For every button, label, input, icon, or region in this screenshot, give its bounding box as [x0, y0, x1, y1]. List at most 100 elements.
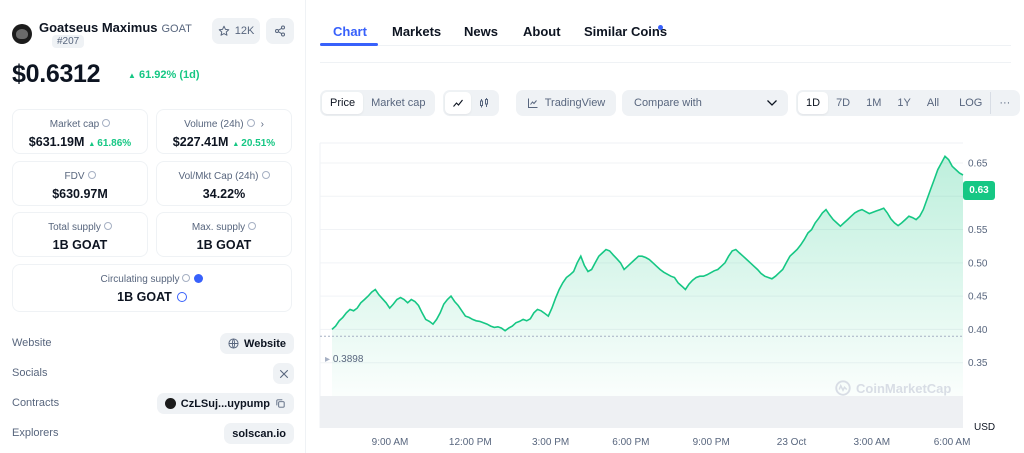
compare-with-label: Compare with: [634, 97, 702, 109]
vol-mkt-cap-card: Vol/Mkt Cap (24h) 34.22%: [156, 161, 292, 206]
explorers-label: Explorers: [12, 427, 59, 439]
vol-mkt-cap-label: Vol/Mkt Cap (24h): [178, 171, 259, 182]
price-change: ▲ 61.92% (1d): [128, 69, 200, 81]
tab-similar-coins[interactable]: Similar Coins: [584, 24, 668, 39]
market-cap-option[interactable]: Market cap: [371, 97, 426, 109]
watchlist-count: 12K: [234, 25, 255, 37]
volume-label-row: Volume (24h) ›: [157, 119, 291, 130]
x-tick-label: 3:00 AM: [853, 437, 890, 448]
max-supply-label: Max. supply: [191, 222, 246, 233]
watchlist-button[interactable]: 12K: [212, 18, 260, 44]
new-dot-badge: [658, 25, 663, 30]
contract-address: CzLSuj...uypump: [180, 397, 270, 410]
chart-bottom-band: [320, 396, 963, 428]
info-icon[interactable]: [103, 222, 112, 231]
contracts-label: Contracts: [12, 397, 60, 409]
market-cap-change-value: 61.86%: [97, 138, 132, 149]
y-tick-label: 0.65: [968, 158, 988, 169]
market-cap-value-row: $631.19M ▲ 61.86%: [13, 135, 147, 149]
volume-card[interactable]: Volume (24h) › $227.41M ▲ 20.51%: [156, 109, 292, 154]
volume-label: Volume (24h): [184, 119, 244, 130]
rank-badge: #207: [52, 35, 85, 48]
tab-markets[interactable]: Markets: [392, 24, 442, 39]
range-1d[interactable]: 1D: [798, 92, 829, 114]
caret-up-icon: ▲: [128, 71, 136, 80]
circulating-supply-label-row: Circulating supply: [13, 273, 291, 285]
arrow-down-marker: ▸: [325, 354, 333, 365]
fdv-label: FDV: [64, 171, 85, 182]
socials-row: Socials: [12, 363, 294, 385]
info-icon[interactable]: [87, 171, 96, 180]
info-icon[interactable]: [182, 274, 191, 283]
tab-news[interactable]: News: [464, 24, 498, 39]
price-value: $0.6312: [12, 60, 101, 88]
website-link[interactable]: Website: [220, 333, 294, 354]
explorer-link[interactable]: solscan.io: [224, 423, 294, 444]
star-icon: [218, 25, 229, 36]
caret-up-icon: ▲: [232, 141, 242, 148]
log-scale-toggle[interactable]: LOG: [959, 97, 983, 109]
price-mcap-toggle: Price Market cap: [320, 90, 436, 116]
range-1m[interactable]: 1M: [866, 97, 882, 109]
coin-symbol: GOAT: [161, 23, 192, 35]
tradingview-button[interactable]: TradingView: [516, 90, 616, 116]
info-icon[interactable]: [102, 119, 111, 128]
watermark-text: CoinMarketCap: [856, 380, 952, 396]
low-price-value: 0.3898: [332, 354, 364, 365]
coin-tabs: Chart Markets News About Similar Coins: [320, 0, 1011, 46]
y-tick-label: 0.50: [968, 258, 988, 269]
coin-name: Goatseus Maximus: [39, 20, 158, 35]
circulating-supply-value: 1B GOAT: [117, 290, 172, 304]
chart-type-toggle: [443, 90, 499, 116]
price-line: [331, 155, 964, 332]
max-supply-value: 1B GOAT: [196, 238, 252, 252]
market-cap-change: ▲ 61.86%: [88, 138, 131, 149]
share-button[interactable]: [266, 18, 294, 44]
x-tick-label: 6:00 AM: [934, 437, 971, 448]
compare-with-dropdown[interactable]: Compare with: [622, 90, 788, 116]
max-supply-label-row: Max. supply: [157, 222, 291, 233]
share-icon: [275, 25, 285, 37]
y-tick-label: 0.35: [968, 358, 988, 369]
active-tab-indicator: [320, 43, 378, 46]
vol-mkt-cap-value: 34.22%: [202, 187, 246, 201]
low-price-label: ▸ 0.3898: [325, 354, 363, 365]
candlestick-option[interactable]: [471, 92, 497, 114]
info-icon[interactable]: [261, 171, 270, 180]
range-7d[interactable]: 7D: [836, 97, 851, 109]
section-divider: [320, 62, 1011, 63]
panel-divider: [305, 0, 306, 453]
website-link-text: Website: [244, 337, 286, 350]
tab-chart[interactable]: Chart: [333, 24, 367, 39]
x-icon: [279, 369, 288, 378]
market-cap-card: Market cap $631.19M ▲ 61.86%: [12, 109, 148, 154]
y-tick-label: 0.55: [968, 225, 988, 236]
info-icon[interactable]: [248, 222, 257, 231]
circulating-supply-label: Circulating supply: [100, 274, 180, 285]
range-1y[interactable]: 1Y: [897, 97, 911, 109]
info-icon[interactable]: [246, 119, 255, 128]
x-tick-label: 9:00 AM: [372, 437, 409, 448]
total-supply-value: 1B GOAT: [52, 238, 108, 252]
max-supply-card: Max. supply 1B GOAT: [156, 212, 292, 257]
verified-icon: [194, 273, 204, 283]
market-cap-value: $631.19M: [28, 135, 85, 149]
market-cap-label: Market cap: [49, 119, 100, 130]
price-option[interactable]: Price: [322, 92, 364, 114]
x-tick-label: 23 Oct: [777, 437, 807, 448]
total-supply-label-row: Total supply: [13, 222, 147, 233]
fdv-card: FDV $630.97M: [12, 161, 148, 206]
x-tick-label: 3:00 PM: [532, 437, 569, 448]
website-row: Website Website: [12, 333, 294, 355]
line-chart-option[interactable]: [445, 92, 471, 114]
chart-toolbar: Price Market cap TradingView Compare wit…: [320, 90, 1021, 116]
range-all[interactable]: All: [926, 97, 940, 109]
coin-header: Goatseus Maximus GOAT #207 12K: [12, 18, 294, 50]
more-options-button[interactable]: ···: [990, 92, 1018, 114]
tab-about[interactable]: About: [523, 24, 561, 39]
caret-up-icon: ▲: [88, 141, 98, 148]
x-social-link[interactable]: [273, 363, 294, 384]
line-chart-icon: [453, 99, 463, 107]
contract-address-chip[interactable]: CzLSuj...uypump: [156, 393, 294, 414]
